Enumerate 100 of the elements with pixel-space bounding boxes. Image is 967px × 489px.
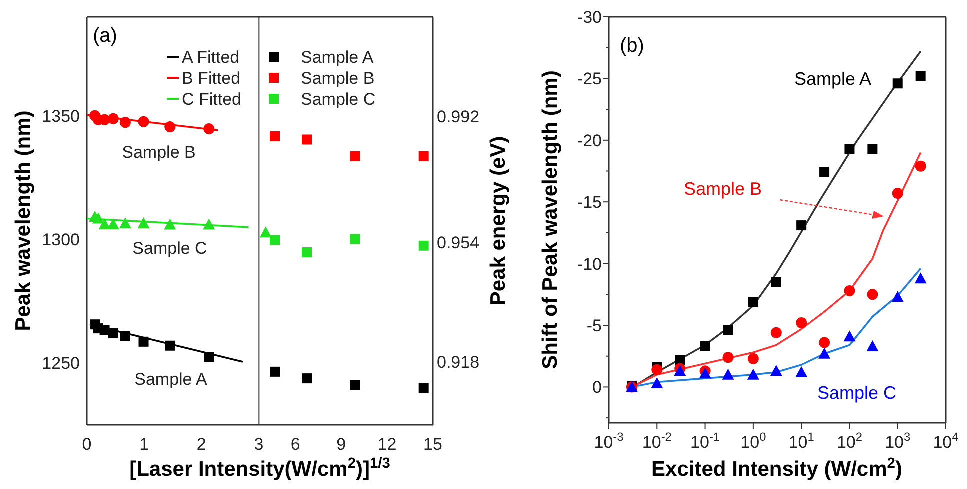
point bbox=[138, 116, 150, 128]
point bbox=[651, 378, 664, 389]
point bbox=[138, 217, 150, 228]
point bbox=[771, 277, 782, 288]
point bbox=[418, 384, 429, 394]
x-tick-label: 15 bbox=[424, 435, 442, 454]
legend-label: Sample C bbox=[301, 90, 376, 109]
point bbox=[270, 235, 280, 246]
point bbox=[350, 380, 360, 390]
point bbox=[770, 327, 782, 338]
chart-title: (a) bbox=[93, 25, 118, 47]
point bbox=[892, 291, 904, 302]
y-tick-label: 1300 bbox=[42, 230, 80, 250]
x-tick-label: 0 bbox=[82, 435, 92, 454]
point bbox=[700, 341, 710, 352]
point bbox=[92, 212, 104, 224]
y-tick-label: 0 bbox=[592, 378, 602, 398]
point bbox=[915, 160, 926, 172]
legend-label: B Fitted bbox=[182, 69, 241, 88]
x-tick-label: 10$^{1}$ bbox=[788, 430, 815, 452]
x-tick-label: 3 bbox=[254, 435, 264, 454]
point bbox=[892, 188, 904, 199]
point bbox=[748, 353, 759, 364]
point bbox=[119, 217, 132, 228]
text: (b) bbox=[620, 35, 644, 57]
x-tick-label: 9 bbox=[336, 435, 346, 454]
point bbox=[108, 328, 118, 339]
point bbox=[675, 355, 686, 366]
point bbox=[350, 151, 360, 162]
y2-tick-label: 0.918 bbox=[437, 352, 480, 372]
text: Sample B bbox=[684, 179, 762, 199]
annotation: Sample B bbox=[122, 143, 196, 162]
point bbox=[844, 330, 856, 342]
y-tick-label: -25 bbox=[577, 70, 602, 89]
point bbox=[722, 352, 734, 364]
y-tick-label: 1250 bbox=[42, 354, 80, 374]
y2-axis-title: Peak energy (eV) bbox=[487, 136, 510, 306]
point bbox=[796, 318, 808, 329]
point bbox=[302, 248, 312, 258]
point bbox=[770, 365, 782, 376]
y-tick-label: -30 bbox=[577, 8, 602, 27]
y-axis-title: Peak wavelength (nm) bbox=[12, 110, 35, 332]
point bbox=[868, 144, 878, 154]
point bbox=[203, 218, 216, 230]
point bbox=[350, 234, 360, 244]
point bbox=[796, 366, 808, 378]
point bbox=[164, 122, 176, 133]
point bbox=[748, 297, 758, 308]
x-tick-label: 10$^{-2}$ bbox=[642, 430, 672, 452]
y-tick-label: -20 bbox=[577, 131, 602, 150]
y2-tick-label: 0.954 bbox=[437, 234, 480, 253]
point bbox=[844, 144, 855, 154]
point bbox=[204, 352, 214, 362]
point bbox=[652, 364, 663, 376]
legend-label: A Fitted bbox=[182, 48, 240, 67]
point bbox=[108, 113, 119, 124]
series-label: Sample C bbox=[817, 383, 897, 403]
y-tick-label: 1350 bbox=[42, 106, 80, 126]
point bbox=[722, 368, 734, 380]
x-tick-label: 10$^{4}$ bbox=[933, 430, 960, 452]
point bbox=[418, 240, 429, 251]
x-tick-label: 10$^{2}$ bbox=[836, 430, 863, 452]
legend-label: Sample B bbox=[301, 69, 375, 88]
x-tick-label: 2 bbox=[196, 435, 206, 454]
y-tick-label: -15 bbox=[577, 193, 602, 212]
x-axis-title: [Laser Intensity(W/cm$^{2}$)]$^{1/3}$ bbox=[130, 456, 390, 481]
x-tick-label: 10$^{0}$ bbox=[740, 430, 767, 452]
point bbox=[914, 272, 927, 284]
point bbox=[867, 289, 878, 300]
y-tick-label: -5 bbox=[586, 316, 602, 336]
annotation: Sample A bbox=[134, 370, 208, 389]
point bbox=[796, 220, 807, 231]
point bbox=[302, 134, 312, 145]
point bbox=[866, 340, 879, 352]
y-tick-label: -10 bbox=[577, 254, 602, 274]
x-tick-label: 6 bbox=[290, 435, 300, 454]
point bbox=[747, 368, 760, 380]
series-label: Sample A bbox=[794, 69, 872, 89]
point bbox=[138, 336, 149, 347]
point bbox=[916, 71, 926, 82]
x-tick-label: 10$^{-1}$ bbox=[690, 430, 720, 452]
point bbox=[820, 167, 830, 178]
point bbox=[270, 366, 280, 377]
point bbox=[120, 117, 131, 128]
point bbox=[819, 337, 830, 348]
point bbox=[302, 374, 312, 384]
point bbox=[844, 285, 856, 296]
x-tick-label: 12 bbox=[378, 435, 397, 454]
point bbox=[818, 348, 831, 359]
point bbox=[120, 331, 130, 342]
y-axis-title: Shift of Peak wavelength (nm) bbox=[539, 70, 562, 370]
point bbox=[892, 78, 903, 89]
legend-label: C Fitted bbox=[182, 90, 242, 109]
x-tick-label: 1 bbox=[140, 435, 150, 454]
point bbox=[204, 124, 215, 135]
point bbox=[164, 218, 176, 230]
point bbox=[723, 325, 734, 336]
x-tick-label: 10$^{-3}$ bbox=[594, 430, 624, 452]
legend-label: Sample A bbox=[301, 48, 374, 67]
point bbox=[260, 226, 272, 238]
